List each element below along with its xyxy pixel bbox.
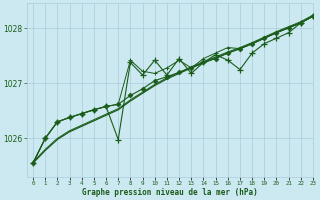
X-axis label: Graphe pression niveau de la mer (hPa): Graphe pression niveau de la mer (hPa) xyxy=(82,188,258,197)
